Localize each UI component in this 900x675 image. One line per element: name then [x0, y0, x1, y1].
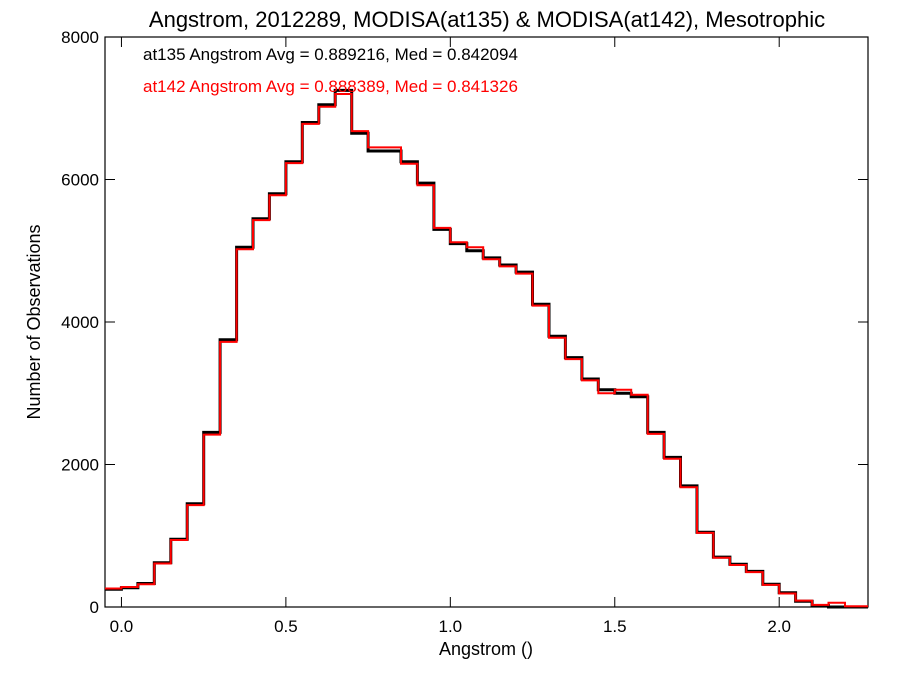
plot-frame [104, 36, 869, 608]
x-axis: 0.0 0.5 1.0 1.5 2.0 [110, 37, 791, 636]
y-axis-label: Number of Observations [24, 224, 44, 419]
x-tick-label: 2.0 [767, 617, 791, 636]
annotation-at135: at135 Angstrom Avg = 0.889216, Med = 0.8… [143, 45, 518, 64]
y-tick-label: 8000 [61, 28, 99, 47]
x-axis-label: Angstrom () [439, 639, 533, 659]
series-layer [105, 88, 868, 609]
y-tick-label: 4000 [61, 313, 99, 332]
series-at142-line [105, 93, 868, 608]
x-tick-label: 1.5 [603, 617, 627, 636]
y-tick-label: 0 [90, 598, 99, 617]
y-tick-label: 6000 [61, 171, 99, 190]
x-tick-label: 0.5 [274, 617, 298, 636]
chart-title: Angstrom, 2012289, MODISA(at135) & MODIS… [149, 7, 825, 32]
x-tick-label: 1.0 [439, 617, 463, 636]
y-tick-label: 2000 [61, 456, 99, 475]
y-axis: 0 2000 4000 6000 8000 [61, 28, 868, 617]
x-tick-label: 0.0 [110, 617, 134, 636]
annotation-at142: at142 Angstrom Avg = 0.888389, Med = 0.8… [143, 77, 518, 96]
